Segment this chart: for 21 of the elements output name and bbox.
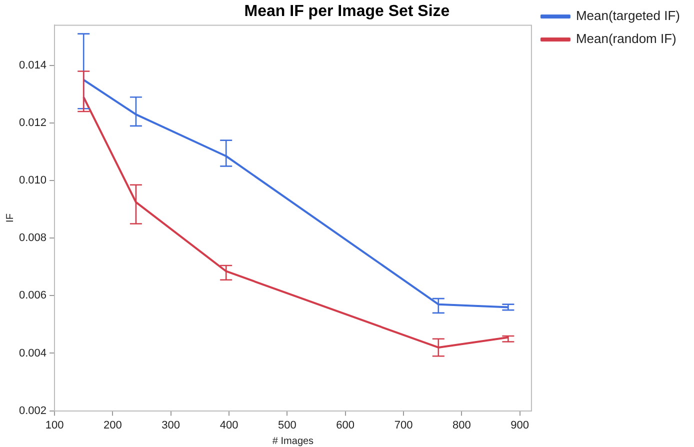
x-tick-label: 400	[220, 419, 238, 432]
y-axis-title: IF	[4, 214, 16, 222]
legend-label: Mean(targeted IF)	[576, 8, 680, 24]
y-tick-label: 0.002	[18, 404, 47, 417]
chart-title: Mean IF per Image Set Size	[244, 3, 450, 20]
x-tick-label: 200	[104, 419, 122, 432]
x-tick-label: 100	[45, 419, 64, 432]
y-tick-label: 0.004	[18, 347, 47, 360]
x-axis-title: # Images	[272, 436, 314, 447]
y-tick-label: 0.008	[18, 232, 47, 244]
x-tick-label: 600	[336, 419, 355, 432]
x-tick-label: 500	[278, 419, 296, 432]
y-tick-label: 0.006	[18, 290, 47, 302]
x-tick-label: 900	[510, 419, 530, 432]
x-tick-label: 300	[162, 419, 180, 432]
y-tick-label: 0.014	[18, 60, 47, 72]
y-tick-label: 0.010	[18, 174, 47, 187]
legend-label: Mean(random IF)	[576, 31, 676, 46]
x-tick-label: 800	[452, 419, 471, 432]
x-tick-label: 700	[394, 419, 413, 432]
y-tick-label: 0.012	[18, 117, 47, 130]
